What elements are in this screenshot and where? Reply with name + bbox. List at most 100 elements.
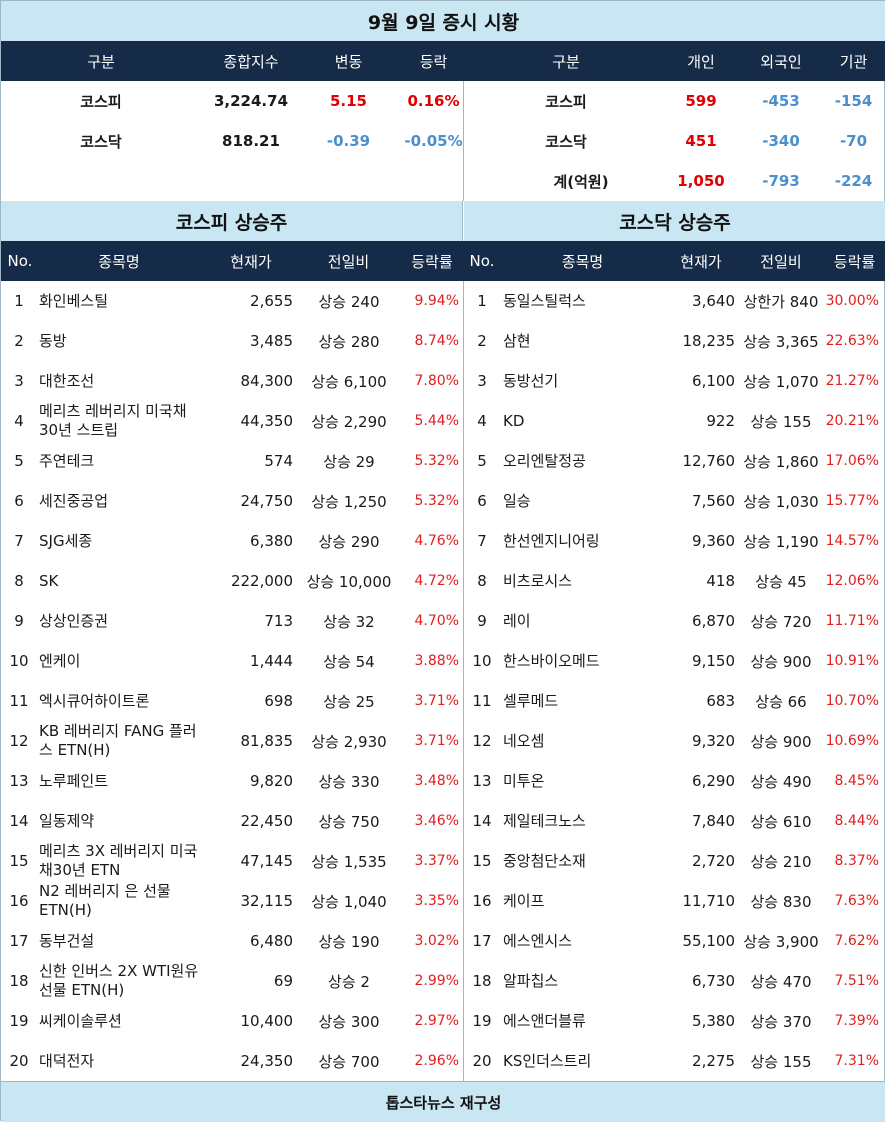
kosdaq-diff: 상승 1,860	[743, 452, 819, 471]
kosdaq-price: 55,100	[682, 932, 736, 950]
kospi-stock-name: 메리츠 레버리지 미국채30년 스트립	[39, 402, 187, 439]
kosdaq-rank: 8	[477, 572, 487, 590]
kosdaq-stock-name: 미투온	[503, 771, 545, 790]
kosdaq-stock-name: 에스엔시스	[503, 931, 573, 950]
kosdaq-price: 922	[706, 412, 735, 430]
kospi-rank: 10	[9, 652, 29, 670]
kosdaq-rate: 7.31%	[834, 1053, 879, 1069]
kosdaq-rate: 8.37%	[834, 853, 879, 869]
kosdaq-col-price: 현재가	[680, 252, 722, 271]
summary-header-row: 구분 종합지수 변동 등락 구분 개인 외국인 기관	[1, 41, 885, 81]
page-title: 9월 9일 증시 시황	[1, 1, 885, 41]
kospi-stock-name: N2 레버리지 은 선물 ETN(H)	[39, 882, 171, 919]
investor-individual-kosdaq: 451	[685, 132, 717, 150]
kosdaq-rank: 15	[472, 852, 492, 870]
kosdaq-col-no: No.	[469, 252, 495, 270]
kospi-diff: 상승 290	[318, 532, 380, 551]
investor-name-kosdaq: 코스닥	[545, 132, 587, 151]
investor-institution-kosdaq: -70	[839, 132, 868, 150]
index-rate-kosdaq: -0.05%	[404, 132, 463, 150]
kosdaq-section-title: 코스닥 상승주	[464, 201, 885, 241]
kospi-stock-name: 동부건설	[39, 931, 95, 950]
header-composite-index: 종합지수	[223, 52, 279, 71]
kosdaq-stock-name: 네오셈	[503, 731, 545, 750]
kospi-col-price: 현재가	[230, 252, 272, 271]
investor-foreign-kosdaq: -340	[762, 132, 800, 150]
kospi-diff: 상승 2,930	[311, 732, 387, 751]
table-row: 20 대덕전자 24,350 상승 700 2.96% 20 KS인더스트리 2,275 상승 …	[1, 1041, 885, 1081]
kospi-rank: 9	[14, 612, 24, 630]
table-row: 15 메리츠 3X 레버리지 미국채30년 ETN 47,145 상승 1,535 3.…	[1, 841, 885, 881]
kosdaq-price: 9,360	[692, 532, 735, 550]
table-row: 18 신한 인버스 2X WTI원유 선물 ETN(H) 69 상승 2 2.99% 18…	[1, 961, 885, 1001]
kosdaq-diff: 상승 3,365	[743, 332, 819, 351]
kosdaq-diff: 상승 370	[750, 1012, 812, 1031]
table-row: 10 엔케이 1,444 상승 54 3.88% 10 한스바이오메드 9,150 상승 900…	[1, 641, 885, 681]
kosdaq-rate: 12.06%	[825, 573, 879, 589]
kospi-rate: 4.72%	[414, 573, 459, 589]
kosdaq-stock-name: 한스바이오메드	[503, 651, 600, 670]
kosdaq-stock-name: 셀루메드	[503, 691, 559, 710]
kosdaq-price: 9,320	[692, 732, 735, 750]
kosdaq-price: 7,840	[692, 812, 735, 830]
kosdaq-rate: 7.39%	[834, 1013, 879, 1029]
kosdaq-diff: 상승 490	[750, 772, 812, 791]
gainers-table: 1 화인베스틸 2,655 상승 240 9.94% 1 동일스틸럭스 3,640 상한가 84…	[1, 281, 885, 1081]
kospi-rate: 3.02%	[414, 933, 459, 949]
kosdaq-price: 11,710	[682, 892, 736, 910]
kospi-rate: 5.32%	[414, 493, 459, 509]
kosdaq-diff: 상승 1,030	[743, 492, 819, 511]
kosdaq-price: 6,870	[692, 612, 735, 630]
kospi-diff: 상승 330	[318, 772, 380, 791]
kospi-diff: 상승 750	[318, 812, 380, 831]
kosdaq-price: 5,380	[692, 1012, 735, 1030]
source-footer: 톱스타뉴스 재구성	[1, 1081, 885, 1122]
kospi-price: 9,820	[250, 772, 293, 790]
kospi-diff: 상승 240	[318, 292, 380, 311]
kosdaq-stock-name: 에스앤더블류	[503, 1011, 586, 1030]
kospi-rank: 20	[9, 1052, 29, 1070]
kosdaq-stock-name: 제일테크노스	[503, 811, 586, 830]
table-row: 17 동부건설 6,480 상승 190 3.02% 17 에스엔시스 55,100 상승 3,…	[1, 921, 885, 961]
kospi-rank: 7	[14, 532, 24, 550]
kospi-price: 22,450	[240, 812, 294, 830]
kospi-stock-name: KB 레버리지 FANG 플러스 ETN(H)	[39, 722, 197, 759]
kosdaq-diff: 상승 1,070	[743, 372, 819, 391]
kosdaq-rank: 11	[472, 692, 492, 710]
header-rate: 등락	[419, 52, 448, 71]
kosdaq-rank: 9	[477, 612, 487, 630]
kosdaq-rank: 16	[472, 892, 492, 910]
kospi-price: 24,750	[240, 492, 294, 510]
kosdaq-col-name: 종목명	[561, 252, 604, 271]
kosdaq-stock-name: 동일스틸럭스	[503, 291, 586, 310]
table-row: 2 동방 3,485 상승 280 8.74% 2 삼현 18,235 상승 3,365 22.6…	[1, 321, 885, 361]
kospi-diff: 상승 1,040	[311, 892, 387, 911]
kospi-stock-name: 메리츠 3X 레버리지 미국채30년 ETN	[39, 842, 198, 879]
kosdaq-diff: 상한가 840	[743, 292, 819, 311]
kospi-diff: 상승 190	[318, 932, 380, 951]
kosdaq-rate: 10.70%	[825, 693, 879, 709]
kospi-rate: 3.48%	[414, 773, 459, 789]
kosdaq-rate: 21.27%	[825, 373, 879, 389]
kosdaq-stock-name: KS인더스트리	[503, 1051, 592, 1070]
index-name-kosdaq: 코스닥	[80, 132, 122, 151]
index-name-kospi: 코스피	[80, 92, 122, 111]
kospi-price: 222,000	[230, 572, 293, 590]
kospi-price: 24,350	[240, 1052, 294, 1070]
kosdaq-rate: 14.57%	[825, 533, 879, 549]
kospi-price: 713	[264, 612, 293, 630]
kosdaq-stock-name: 한선엔지니어링	[503, 531, 600, 550]
kospi-rank: 13	[9, 772, 29, 790]
kosdaq-price: 6,100	[692, 372, 735, 390]
kosdaq-price: 418	[706, 572, 735, 590]
kospi-rate: 4.70%	[414, 613, 459, 629]
header-foreign: 외국인	[760, 52, 802, 71]
kosdaq-col-rate: 등락률	[833, 252, 876, 271]
kosdaq-diff: 상승 610	[750, 812, 812, 831]
kosdaq-rate: 7.63%	[834, 893, 879, 909]
kosdaq-price: 9,150	[692, 652, 735, 670]
kosdaq-rank: 20	[472, 1052, 492, 1070]
kosdaq-rate: 17.06%	[825, 453, 879, 469]
kosdaq-rate: 8.45%	[834, 773, 879, 789]
